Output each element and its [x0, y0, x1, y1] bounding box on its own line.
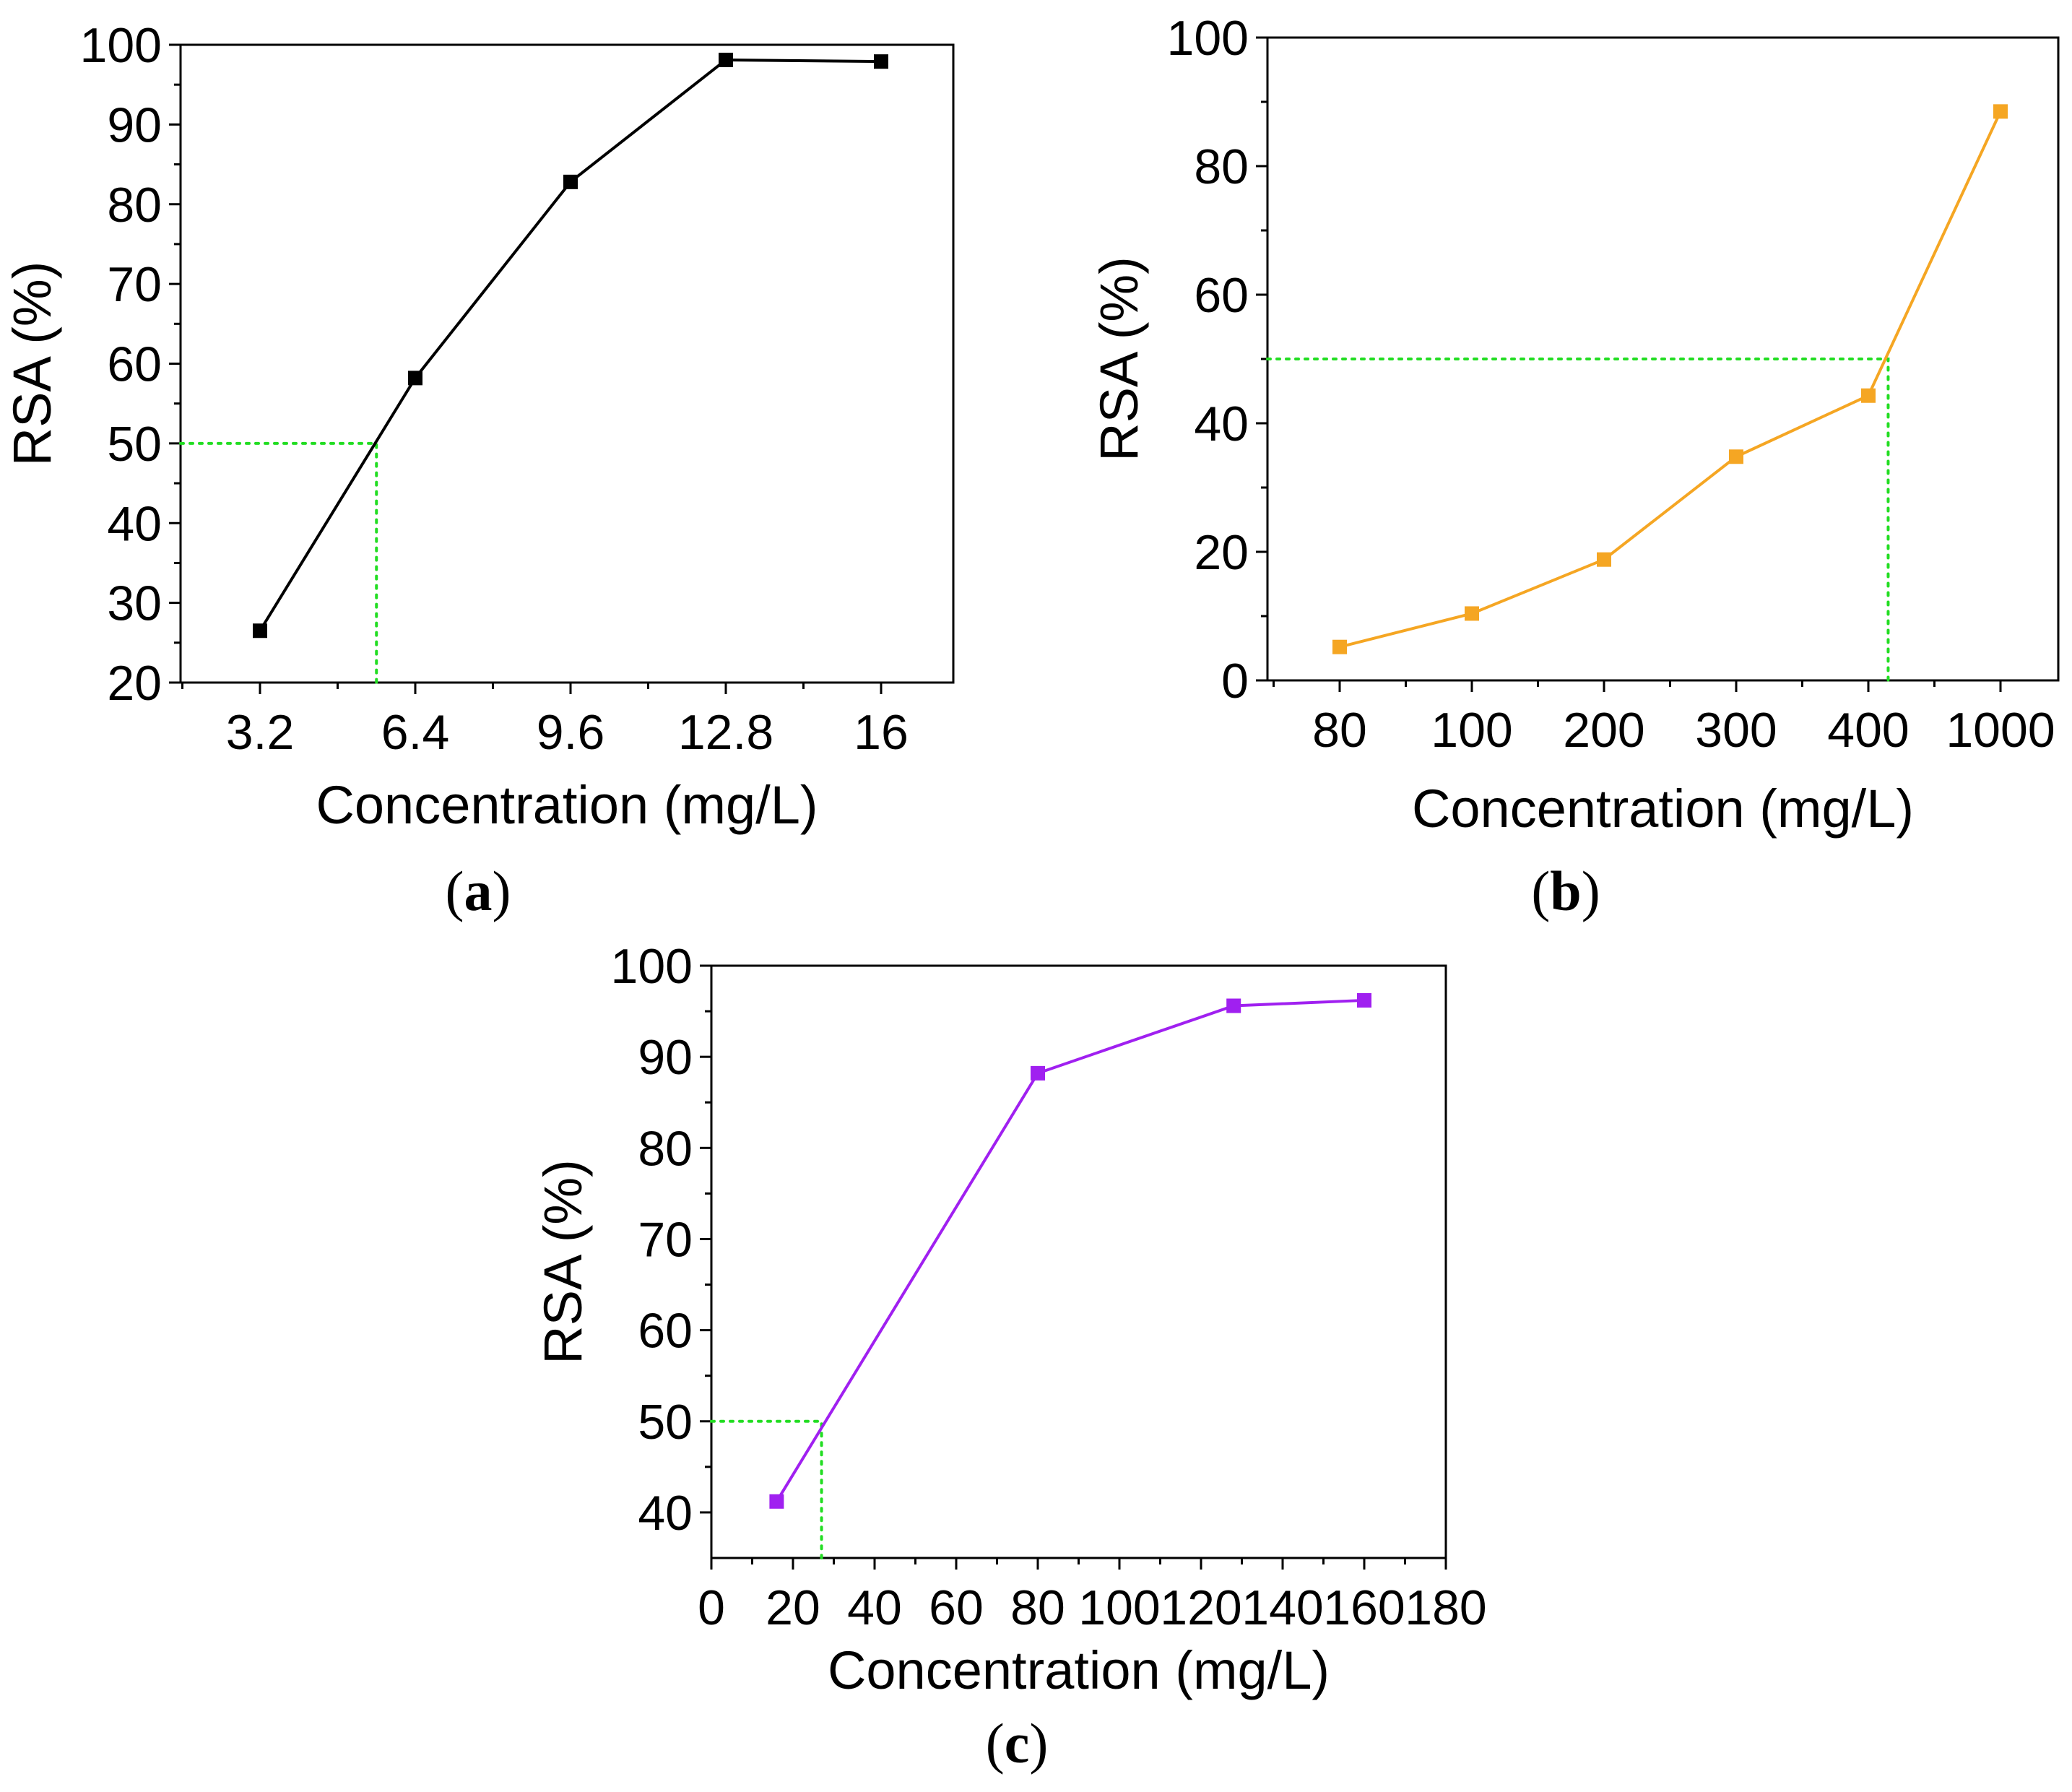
y-tick-label: 50 [107, 417, 162, 472]
x-tick-label: 12.8 [678, 705, 773, 760]
y-tick-label: 100 [80, 18, 162, 73]
y-tick-label: 40 [1194, 397, 1249, 451]
panel-b-chart: 0 20 40 60 80 100 80 100 200 300 400 1000 Concentrat… [1089, 11, 2060, 839]
y-tick-label: 60 [1194, 268, 1249, 323]
data-point [1226, 998, 1241, 1013]
x-tick-label: 160 [1323, 1580, 1405, 1635]
data-point [1993, 104, 2008, 119]
series-line [1339, 111, 2002, 649]
x-axis-label: Concentration (mg/L) [828, 1640, 1330, 1700]
data-point [1597, 552, 1611, 567]
x-tick-label: 400 [1827, 703, 1909, 758]
y-tick-label: 90 [107, 98, 162, 152]
x-tick-label: 140 [1241, 1580, 1323, 1635]
ic50-guide-line [1266, 358, 1890, 682]
data-point [874, 54, 888, 69]
x-tick-label: 80 [1312, 703, 1367, 758]
data-point [1861, 388, 1876, 403]
data-point [1332, 639, 1347, 654]
data-point [408, 371, 422, 386]
y-axis-label: RSA (%) [1089, 256, 1149, 462]
y-tick-label: 80 [1194, 139, 1249, 194]
data-point [1465, 606, 1479, 621]
x-tick-label: 16 [854, 705, 909, 760]
y-tick-label: 0 [1221, 654, 1249, 709]
y-tick-label: 100 [1167, 11, 1249, 66]
y-tick-label: 70 [107, 257, 162, 312]
caption-b: (b) [1531, 860, 1600, 922]
x-tick-label: 60 [929, 1580, 984, 1635]
y-tick-label: 50 [638, 1395, 693, 1450]
x-tick-label: 20 [766, 1580, 820, 1635]
data-point [769, 1494, 784, 1509]
y-axis-label: RSA (%) [2, 261, 62, 467]
data-point [1357, 992, 1371, 1008]
y-tick-label: 80 [107, 178, 162, 233]
data-point [719, 52, 733, 67]
x-tick-label: 80 [1010, 1580, 1065, 1635]
x-tick-label: 100 [1078, 1580, 1160, 1635]
x-tick-label: 100 [1431, 703, 1512, 758]
x-tick-label: 3.2 [226, 705, 295, 760]
series-line [259, 58, 882, 632]
data-point [1729, 449, 1743, 464]
x-tick-label: 200 [1563, 703, 1644, 758]
plot-frame [710, 964, 1447, 1559]
x-tick-label: 180 [1405, 1580, 1486, 1635]
x-tick-label: 9.6 [537, 705, 605, 760]
y-tick-label: 100 [611, 939, 693, 994]
data-point [253, 623, 267, 639]
data-point [563, 174, 578, 189]
y-tick-label: 60 [107, 337, 162, 392]
x-axis-label: Concentration (mg/L) [1412, 779, 1914, 839]
x-tick-label: 0 [698, 1580, 725, 1635]
x-tick-label: 6.4 [381, 705, 450, 760]
x-tick-label: 300 [1695, 703, 1777, 758]
y-tick-label: 90 [638, 1030, 693, 1085]
ic50-guide-line [179, 441, 378, 684]
x-tick-label: 40 [847, 1580, 902, 1635]
plot-frame [179, 43, 955, 684]
y-tick-label: 60 [638, 1304, 693, 1359]
caption-c: (c) [986, 1712, 1049, 1775]
x-tick-label: 1000 [1946, 703, 2055, 758]
x-axis-label: Concentration (mg/L) [316, 775, 818, 835]
y-tick-label: 40 [107, 496, 162, 551]
series-line [775, 998, 1365, 1502]
y-tick-label: 20 [107, 656, 162, 711]
y-tick-label: 20 [1194, 525, 1249, 580]
y-tick-label: 30 [107, 576, 162, 631]
panel-a-chart: 20 30 40 50 60 70 80 90 100 3.2 6.4 9.6 12.8 16 Concen… [2, 18, 955, 835]
data-point [1031, 1065, 1045, 1081]
ic50-guide-line [710, 1419, 823, 1559]
y-tick-label: 80 [638, 1121, 693, 1176]
x-tick-label: 120 [1160, 1580, 1241, 1635]
caption-a: (a) [446, 860, 511, 922]
y-tick-label: 40 [638, 1486, 693, 1541]
y-tick-label: 70 [638, 1212, 693, 1267]
y-axis-label: RSA (%) [533, 1159, 593, 1364]
